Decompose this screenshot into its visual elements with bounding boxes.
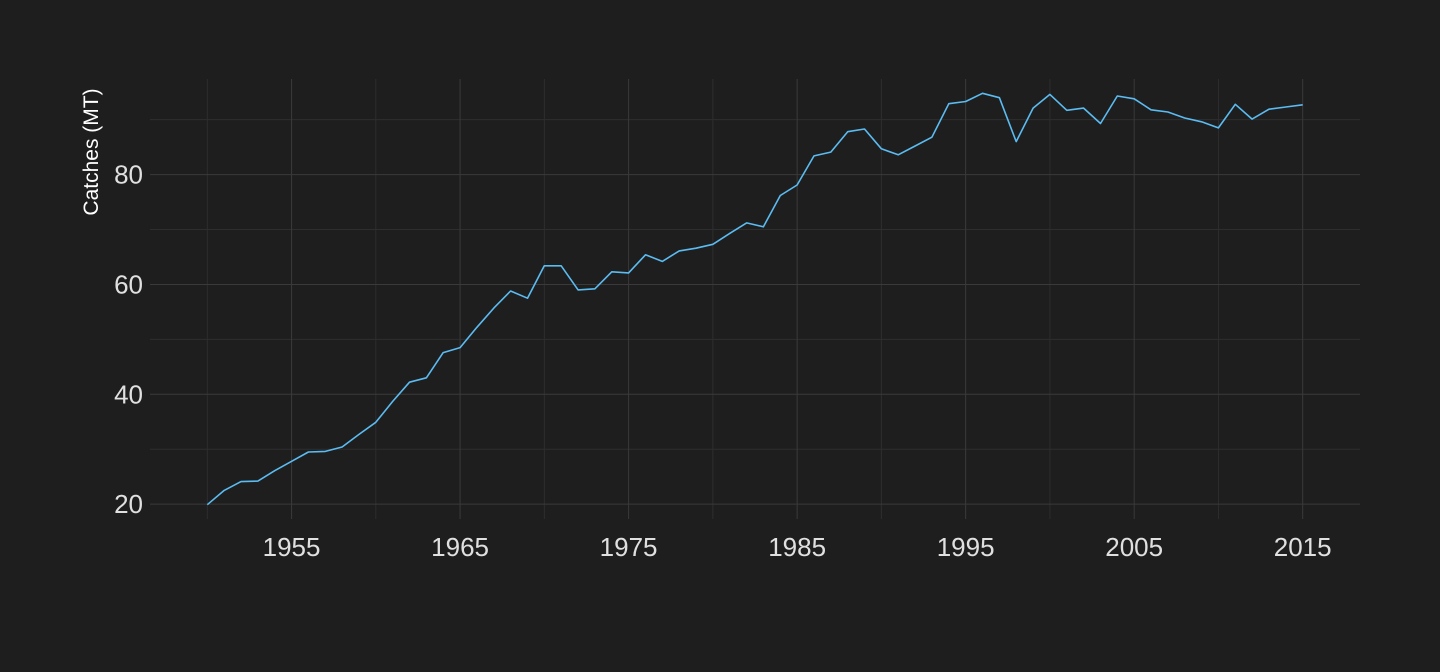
x-tick-label: 2005 xyxy=(1105,532,1163,562)
y-tick-label: 20 xyxy=(114,489,143,519)
series-layer xyxy=(206,92,1303,506)
y-axis-title: Catches (MT) xyxy=(80,88,103,215)
y-axis-ticks: 20 40 60 80 xyxy=(114,160,143,520)
gridlines xyxy=(150,79,1360,519)
y-tick-label: 60 xyxy=(114,269,143,299)
y-tick-label: 80 xyxy=(114,160,143,190)
y-tick-label: 40 xyxy=(114,379,143,409)
x-tick-label: 2015 xyxy=(1274,532,1332,562)
x-tick-label: 1985 xyxy=(768,532,826,562)
x-axis-ticks: 1955 1965 1975 1985 1995 2005 2015 xyxy=(263,532,1332,562)
x-tick-label: 1995 xyxy=(937,532,995,562)
x-tick-label: 1955 xyxy=(263,532,321,562)
series-line xyxy=(206,92,1303,506)
x-tick-label: 1965 xyxy=(431,532,489,562)
x-tick-label: 1975 xyxy=(600,532,658,562)
